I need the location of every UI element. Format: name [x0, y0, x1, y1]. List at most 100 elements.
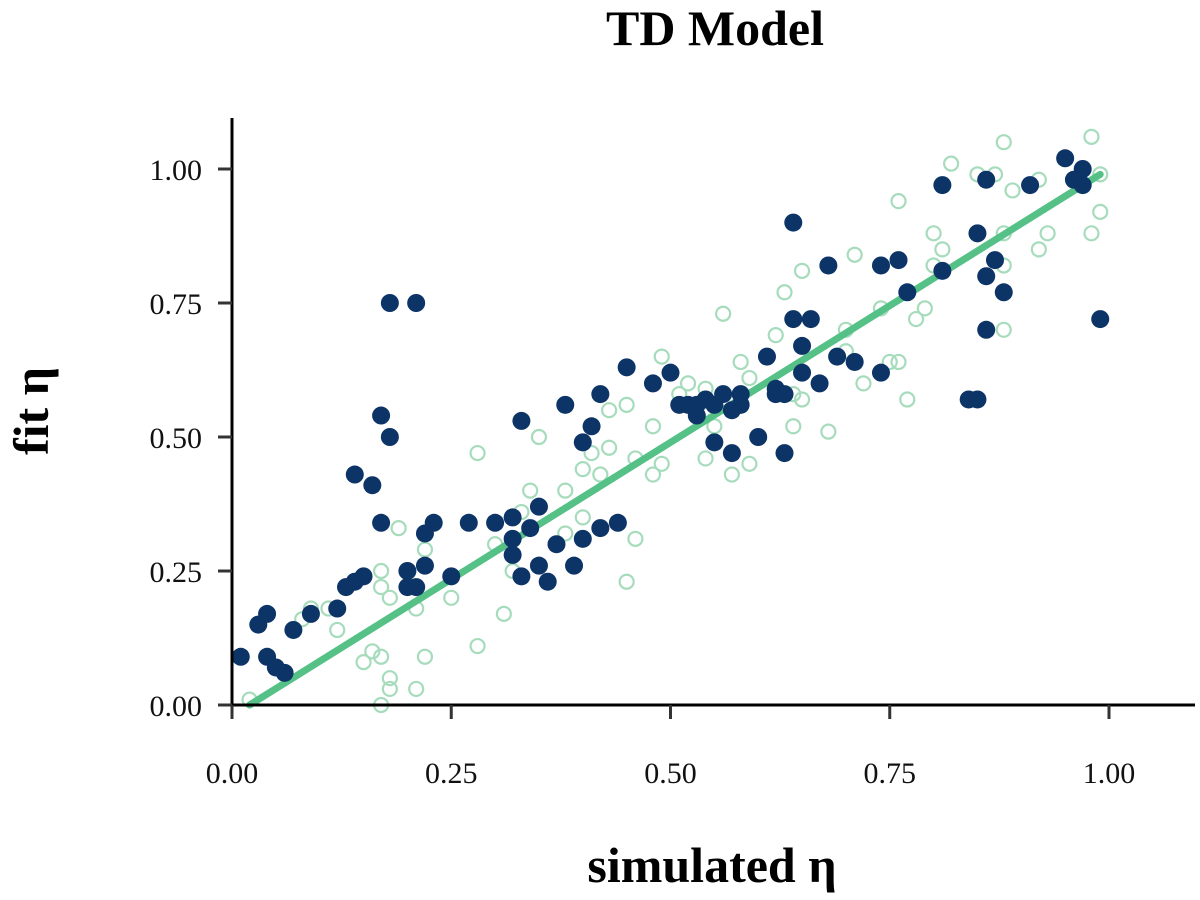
filled-point	[1073, 176, 1092, 195]
filled-point	[442, 567, 461, 586]
filled-point	[503, 508, 522, 527]
hollow-point	[653, 348, 670, 365]
hollow-point	[372, 578, 390, 596]
hollow-point	[846, 246, 863, 263]
x-tick-label: 0.50	[644, 757, 697, 790]
filled-point	[968, 224, 987, 243]
x-tick-label: 0.00	[206, 757, 259, 790]
hollow-point	[793, 262, 811, 279]
hollow-point	[916, 300, 933, 317]
filled-point	[793, 363, 812, 382]
hollow-point	[776, 284, 793, 301]
filled-point	[1056, 149, 1075, 168]
filled-point	[301, 604, 320, 623]
y-tick-label: 0.50	[150, 422, 203, 455]
filled-point	[363, 476, 382, 495]
hollow-point	[995, 134, 1012, 151]
hollow-point	[741, 369, 758, 387]
y-tick-label: 0.75	[150, 288, 203, 321]
filled-point	[424, 513, 443, 532]
hollow-point	[372, 648, 390, 665]
hollow-point	[469, 444, 486, 462]
filled-point	[801, 310, 820, 329]
filled-point	[810, 374, 829, 393]
chart-title: TD Model	[606, 0, 824, 56]
hollow-point	[793, 391, 811, 408]
filled-point	[582, 417, 601, 436]
y-tick-label: 0.25	[150, 556, 203, 589]
filled-point	[793, 336, 812, 355]
hollow-point	[644, 466, 662, 483]
hollow-point	[574, 509, 591, 526]
hollow-point	[557, 525, 574, 542]
hollow-point	[890, 353, 907, 371]
hollow-point	[1092, 203, 1109, 220]
filled-point	[775, 385, 794, 404]
filled-point	[608, 513, 627, 532]
filled-point	[529, 497, 548, 516]
filled-point	[705, 433, 724, 452]
hollow-point	[408, 680, 425, 698]
filled-point	[573, 529, 592, 548]
hollow-point	[943, 155, 960, 172]
filled-point	[415, 556, 434, 575]
hollow-point	[618, 573, 635, 590]
filled-point	[985, 251, 1004, 270]
filled-point	[898, 283, 917, 302]
filled-point	[573, 433, 592, 452]
hollow-point	[601, 439, 618, 456]
hollow-point	[767, 327, 784, 344]
hollow-point	[557, 482, 574, 499]
filled-point	[1073, 160, 1092, 178]
filled-point	[784, 213, 803, 232]
filled-point	[994, 283, 1013, 302]
filled-point	[591, 385, 610, 404]
hollow-point	[881, 353, 898, 371]
filled-point	[459, 513, 478, 532]
filled-point	[556, 395, 575, 414]
hollow-point	[706, 418, 723, 435]
hollow-point	[1083, 128, 1100, 145]
hollow-point	[1030, 241, 1047, 258]
hollow-point	[381, 680, 398, 698]
filled-point	[284, 620, 303, 639]
filled-point	[722, 444, 741, 463]
filled-point	[275, 663, 294, 682]
filled-point	[512, 411, 531, 430]
x-tick-label: 1.00	[1083, 757, 1136, 790]
fit-line	[246, 170, 1104, 709]
filled-point	[714, 385, 733, 404]
filled-point	[407, 294, 426, 312]
filled-point	[775, 444, 794, 463]
hollow-point	[416, 541, 434, 558]
filled-point	[372, 406, 391, 425]
hollow-point	[416, 648, 434, 665]
filled-point	[328, 599, 347, 618]
hollow-point	[934, 241, 951, 258]
hollow-point	[1004, 182, 1021, 199]
hollow-point	[890, 193, 907, 210]
hollow-point	[723, 466, 740, 483]
filled-point	[503, 529, 522, 548]
filled-point	[591, 519, 610, 538]
filled-point	[372, 513, 391, 532]
hollow-point	[1083, 225, 1100, 242]
filled-point	[968, 390, 987, 409]
filled-point	[529, 556, 548, 575]
points-layer	[231, 128, 1110, 714]
filled-point	[354, 567, 373, 586]
x-tick-label: 0.75	[864, 757, 917, 790]
filled-point	[503, 545, 522, 564]
filled-point	[977, 320, 996, 339]
filled-point	[819, 256, 838, 275]
hollow-point	[495, 605, 512, 622]
hollow-point	[715, 305, 732, 322]
filled-point	[380, 294, 399, 312]
hollow-point	[741, 455, 758, 472]
hollow-point	[697, 450, 714, 467]
hollow-point	[381, 589, 398, 606]
hollow-point	[653, 455, 670, 472]
filled-point	[231, 647, 250, 666]
hollow-point	[627, 530, 644, 547]
